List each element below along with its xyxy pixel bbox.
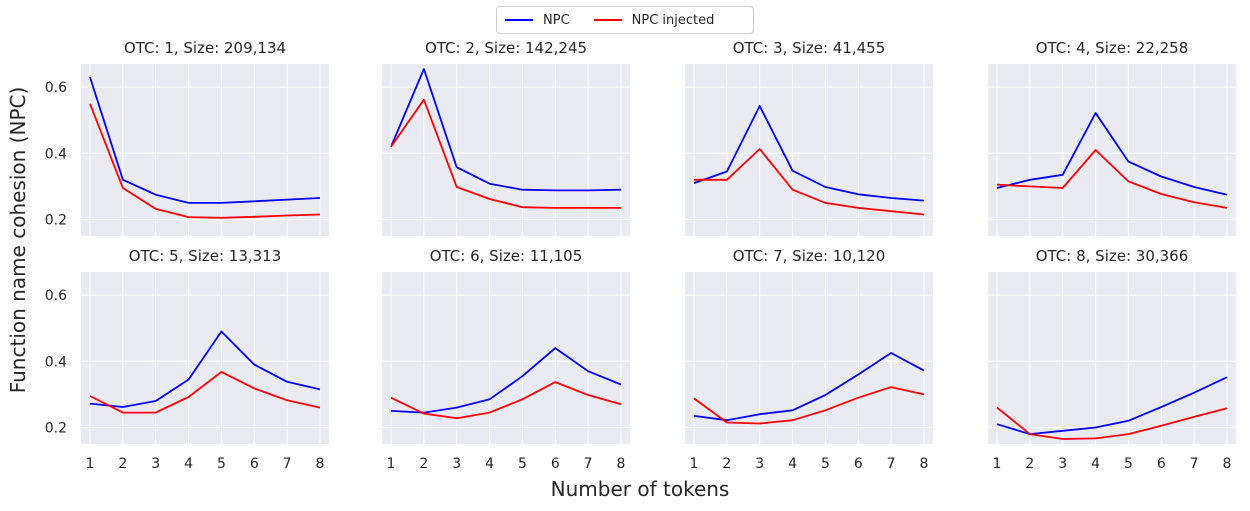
x-tick-label: 6 [250,456,259,472]
subplot-background [81,64,329,236]
legend: NPC NPC injected [496,6,754,34]
x-tick-label: 5 [821,456,830,472]
subplot-background [988,64,1236,236]
subplot-title: OTC: 6, Size: 11,105 [430,247,583,265]
subplot-title: OTC: 2, Size: 142,245 [425,39,587,57]
x-tick-label: 8 [617,456,626,472]
x-tick-label: 1 [993,456,1002,472]
legend-entry-npc: NPC [505,13,570,28]
series-line-npc [89,330,321,408]
series-line-npc-injected [390,98,621,209]
x-tick-label: 3 [755,456,764,472]
series-line-npc-injected [89,370,321,414]
subplot-8: OTC: 8, Size: 30,366 1 2 3 4 5 6 7 8 [988,247,1236,472]
subplot-title: OTC: 3, Size: 41,455 [733,39,886,57]
series-line-npc [996,112,1228,196]
series-line-npc [390,68,622,192]
x-axis-label: Number of tokens [550,477,730,501]
subplot-2: OTC: 2, Size: 142,245 [382,39,630,236]
x-tick-label: 7 [584,456,593,472]
subplot-4: OTC: 4, Size: 22,258 [988,39,1236,236]
series-line-npc-injected [390,381,622,420]
x-tick-label: 5 [518,456,527,472]
x-tick-label: 6 [551,456,560,472]
subplot-title: OTC: 4, Size: 22,258 [1036,39,1189,57]
subplot-1: OTC: 1, Size: 209,134 0.2 0.4 0.6 [45,39,329,236]
series-line-npc-injected [89,103,321,219]
y-tick-label: 0.2 [45,420,67,436]
x-tick-label: 3 [1058,456,1067,472]
x-tick-label: 2 [1025,456,1034,472]
subplot-5: OTC: 5, Size: 13,313 0.2 0.4 0.6 1 2 3 4 5 6 7 8 [45,247,329,472]
x-tick-label: 3 [452,456,461,472]
x-tick-label: 2 [419,456,428,472]
subplot-title: OTC: 8, Size: 30,366 [1036,247,1189,265]
subplot-title: OTC: 1, Size: 209,134 [124,39,286,57]
x-tick-label: 5 [1124,456,1133,472]
subplot-background [685,64,933,236]
legend-entry-npc-injected: NPC injected [593,12,715,28]
x-tick-label: 8 [1223,456,1232,472]
x-tick-label: 6 [1157,456,1166,472]
x-tick-label: 1 [387,456,396,472]
x-tick-label: 4 [485,456,494,472]
series-line-npc [390,347,622,414]
x-tick-label: 7 [887,456,896,472]
x-tick-label: 4 [184,456,193,472]
legend-label-npc-injected: NPC injected [631,12,715,28]
x-tick-label: 4 [1091,456,1100,472]
series-line-npc [693,352,925,422]
legend-label-npc: NPC [543,12,570,28]
y-tick-label: 0.4 [45,354,67,370]
x-tick-label: 2 [722,456,731,472]
legend-swatch-npc [505,19,533,21]
subplot-background [382,64,630,236]
x-tick-label: 7 [283,456,292,472]
subplot-7: OTC: 7, Size: 10,120 1 2 3 4 5 6 7 8 [685,247,933,472]
subplot-background [382,272,630,444]
series-line-npc [996,376,1228,436]
x-tick-label: 8 [316,456,325,472]
series-line-npc [693,105,925,202]
x-tick-label: 5 [217,456,226,472]
x-tick-label: 4 [788,456,797,472]
x-tick-label: 1 [690,456,699,472]
series-line-npc-injected [694,148,925,216]
subplot-title: OTC: 5, Size: 13,313 [129,247,282,265]
subplot-background [988,272,1236,444]
x-tick-label: 6 [854,456,863,472]
y-tick-label: 0.6 [45,80,67,96]
x-tick-label: 8 [920,456,929,472]
y-tick-label: 0.6 [45,288,67,304]
legend-swatch-npc-injected [593,19,622,21]
x-tick-label: 2 [118,456,127,472]
x-tick-label: 1 [86,456,95,472]
y-tick-label: 0.4 [45,146,67,162]
series-line-npc-injected [996,149,1228,209]
subplot-title: OTC: 7, Size: 10,120 [733,247,886,265]
y-tick-label: 0.2 [45,212,67,228]
subplot-background [81,272,329,444]
subplot-3: OTC: 3, Size: 41,455 [685,39,933,236]
series-line-npc-injected [996,406,1228,440]
x-tick-label: 3 [151,456,160,472]
x-tick-label: 7 [1190,456,1199,472]
series-line-npc-injected [693,386,925,425]
subplot-6: OTC: 6, Size: 11,105 1 2 3 4 5 6 7 8 [382,247,630,472]
series-line-npc [89,76,321,204]
